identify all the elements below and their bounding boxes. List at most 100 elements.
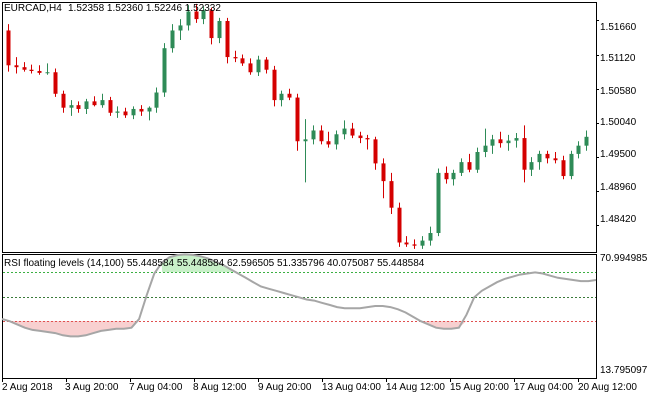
- oversold-fill: [9, 321, 467, 337]
- candle-body: [350, 128, 355, 136]
- y-axis-label: 1.49500: [600, 149, 637, 160]
- candle: [506, 134, 511, 151]
- candle-body: [279, 93, 284, 101]
- candle: [100, 93, 105, 108]
- candle-body: [272, 69, 277, 101]
- indicator-panel-frame: [2, 254, 597, 379]
- candle-body: [194, 11, 199, 20]
- candle-body: [248, 63, 253, 73]
- candle-body: [240, 58, 245, 64]
- candle: [37, 65, 42, 75]
- candle-body: [514, 138, 519, 141]
- candle-body: [287, 93, 292, 98]
- candle-body: [76, 105, 81, 109]
- candle: [358, 131, 363, 144]
- candle: [576, 141, 581, 159]
- indicator-bottom-value: 13.795097: [600, 365, 648, 376]
- candle-body: [22, 67, 27, 70]
- candle-body: [92, 101, 97, 106]
- candle: [76, 101, 81, 113]
- x-axis-label: 8 Aug 12:00: [193, 382, 247, 393]
- x-axis-label: 15 Aug 20:00: [450, 382, 509, 393]
- candle-body: [178, 25, 183, 31]
- candle-body: [483, 145, 488, 152]
- candle: [334, 130, 339, 150]
- candle: [233, 50, 238, 63]
- candle-body: [233, 57, 238, 59]
- candle: [467, 153, 472, 173]
- candle-body: [311, 130, 316, 140]
- candle: [451, 169, 456, 186]
- x-axis-label: 3 Aug 20:00: [65, 382, 119, 393]
- candle-body: [45, 72, 50, 74]
- candle: [537, 150, 542, 170]
- candle-body: [584, 136, 589, 146]
- candle: [240, 54, 245, 66]
- candle: [436, 168, 441, 237]
- candle-body: [389, 181, 394, 208]
- candle-body: [100, 100, 105, 106]
- candle: [92, 96, 97, 107]
- candle-body: [147, 107, 152, 112]
- candle-body: [412, 244, 417, 246]
- candle-body: [326, 141, 331, 145]
- candle: [404, 236, 409, 247]
- candle: [311, 125, 316, 145]
- symbol-timeframe-label: EURCAD,H4: [4, 3, 62, 14]
- candle-body: [123, 111, 128, 116]
- candle: [545, 150, 550, 164]
- candle-body: [569, 153, 574, 177]
- candle: [475, 147, 480, 173]
- candle: [569, 150, 574, 180]
- candle-body: [264, 59, 269, 70]
- x-axis-label: 13 Aug 04:00: [322, 382, 381, 393]
- candle-body: [444, 172, 449, 180]
- rsi-indicator: [1, 253, 597, 338]
- rsi-series-line: [1, 253, 597, 338]
- candle: [84, 98, 89, 115]
- candle: [53, 68, 58, 97]
- candle: [459, 158, 464, 177]
- y-axis-label: 1.51120: [600, 53, 636, 64]
- candle: [22, 62, 27, 72]
- candle: [123, 107, 128, 118]
- candle-body: [61, 93, 66, 108]
- candle-body: [14, 65, 19, 68]
- x-axis-label: 2 Aug 2018: [2, 382, 53, 393]
- candle: [217, 17, 222, 44]
- overbought-fill: [161, 254, 239, 273]
- candle-body: [576, 145, 581, 154]
- x-axis-label: 17 Aug 04:00: [514, 382, 573, 393]
- candle-body: [154, 92, 159, 108]
- candle: [381, 158, 386, 199]
- y-axis-label: 1.51660: [600, 22, 637, 33]
- candle: [498, 131, 503, 148]
- candle-body: [451, 172, 456, 180]
- candle-body: [529, 162, 534, 170]
- candle: [29, 64, 34, 74]
- x-axis-label: 9 Aug 20:00: [258, 382, 312, 393]
- candle-body: [381, 163, 386, 182]
- candle-body: [139, 108, 144, 112]
- candle: [319, 125, 324, 145]
- candle: [139, 105, 144, 116]
- candle: [256, 55, 261, 77]
- candle-body: [404, 242, 409, 245]
- candle: [14, 57, 19, 74]
- candle: [115, 106, 120, 118]
- candle: [147, 106, 152, 121]
- y-axis-label: 1.48960: [600, 182, 637, 193]
- axis-ticks: [2, 20, 599, 382]
- candle: [248, 58, 253, 75]
- candle: [350, 122, 355, 139]
- candle: [287, 88, 292, 101]
- candle: [412, 239, 417, 249]
- candle: [225, 17, 230, 64]
- candle-body: [475, 152, 480, 170]
- candle-body: [420, 240, 425, 246]
- candle: [397, 202, 402, 247]
- candle: [514, 133, 519, 148]
- candle: [389, 172, 394, 215]
- candle-body: [225, 20, 230, 58]
